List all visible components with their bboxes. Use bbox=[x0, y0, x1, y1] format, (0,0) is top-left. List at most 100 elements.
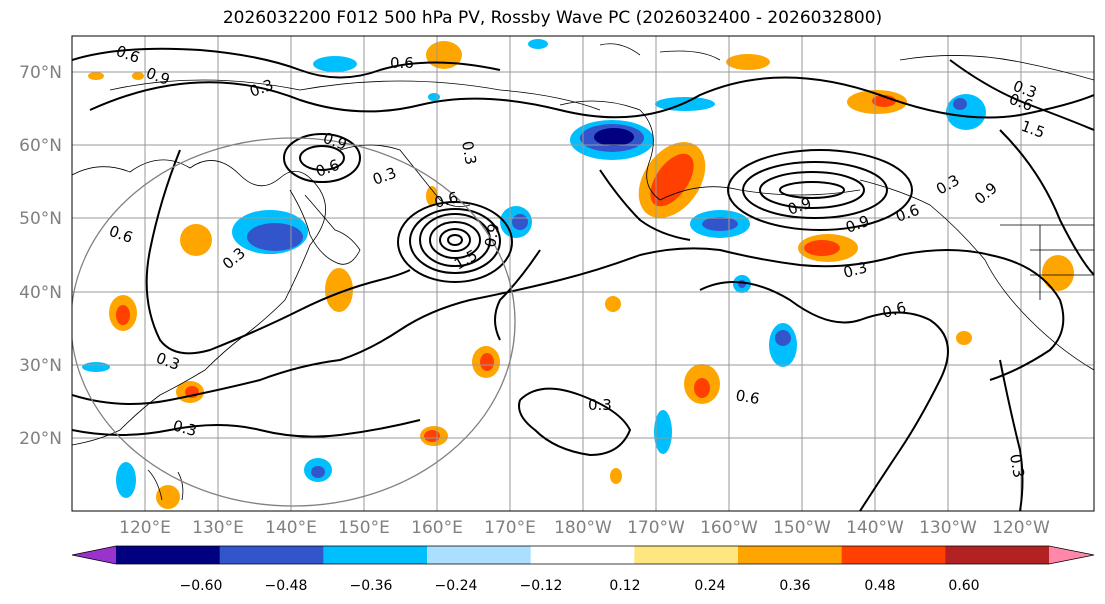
positive-anomaly bbox=[804, 240, 840, 256]
colorbar-tick-label: 0.24 bbox=[694, 578, 725, 594]
pv-contour bbox=[599, 169, 691, 241]
positive-anomaly bbox=[605, 296, 621, 312]
lon-label: 150°E bbox=[338, 518, 390, 538]
coastlines bbox=[72, 43, 1094, 501]
pv-contour bbox=[299, 145, 345, 171]
colorbar-tick-label: 0.60 bbox=[948, 578, 979, 594]
contour-label: 0.9 bbox=[481, 222, 503, 249]
pv-contour bbox=[419, 213, 491, 267]
colorbar-cell bbox=[841, 546, 946, 564]
lon-label: 160°E bbox=[411, 518, 463, 538]
rossby-wave-shading bbox=[82, 39, 1074, 509]
lon-label: 180°W bbox=[554, 518, 612, 538]
contour-label: 0.3 bbox=[1006, 453, 1028, 480]
pv-contour bbox=[72, 247, 1065, 405]
colorbar-tick-label: 0.48 bbox=[864, 578, 895, 594]
lon-label: 130°W bbox=[919, 518, 977, 538]
pv-contour bbox=[72, 419, 421, 438]
colorbar-ticks: −0.60 −0.48 −0.36 −0.24 −0.12 0.12 0.24 … bbox=[180, 578, 980, 594]
arctic-coast bbox=[899, 55, 1094, 81]
pv-contour bbox=[949, 59, 1094, 131]
negative-anomaly bbox=[953, 98, 967, 110]
lon-label: 170°E bbox=[484, 518, 536, 538]
alaska-coast bbox=[559, 100, 861, 201]
lat-label: 70°N bbox=[19, 63, 62, 83]
colorbar-cells bbox=[71, 545, 1095, 565]
contour-label: 0.6 bbox=[734, 386, 761, 408]
colorbar-cell bbox=[634, 546, 739, 564]
negative-anomaly bbox=[247, 223, 303, 251]
pv-contour bbox=[518, 387, 632, 457]
pv-contour bbox=[72, 47, 501, 79]
contour-label: 0.3 bbox=[171, 416, 199, 440]
lon-label: 120°E bbox=[119, 518, 171, 538]
positive-anomaly bbox=[726, 54, 770, 70]
contour-label: 0.6 bbox=[880, 298, 908, 322]
lon-label: 120°W bbox=[992, 518, 1050, 538]
pv-contour bbox=[283, 133, 361, 183]
colorbar-cell bbox=[945, 546, 1050, 564]
negative-anomaly bbox=[654, 410, 672, 454]
positive-anomaly bbox=[610, 468, 622, 484]
positive-anomaly bbox=[694, 378, 710, 398]
pv-contour bbox=[727, 149, 913, 231]
colorbar-cell bbox=[219, 546, 324, 564]
negative-anomaly bbox=[313, 56, 357, 72]
map-frame bbox=[71, 35, 1095, 512]
pv-contour bbox=[397, 201, 513, 283]
pv-contour bbox=[447, 234, 463, 246]
colorbar-tick-label: −0.48 bbox=[265, 578, 308, 594]
positive-anomaly bbox=[650, 153, 694, 207]
lon-label: 140°E bbox=[265, 518, 317, 538]
positive-anomaly bbox=[325, 268, 353, 312]
lat-label: 30°N bbox=[19, 356, 62, 376]
negative-anomaly bbox=[528, 39, 548, 49]
positive-anomaly bbox=[480, 353, 494, 371]
negative-anomaly bbox=[116, 462, 136, 498]
colorbar-tick-label: 0.36 bbox=[779, 578, 810, 594]
north-america-coast bbox=[859, 179, 1094, 371]
pv-contour bbox=[429, 221, 481, 259]
lat-label: 40°N bbox=[19, 283, 62, 303]
positive-anomaly bbox=[424, 430, 440, 442]
pv-contour bbox=[699, 281, 949, 511]
pv-contours bbox=[72, 47, 1094, 511]
positive-anomaly bbox=[116, 305, 130, 325]
positive-anomaly bbox=[426, 186, 438, 206]
positive-anomaly bbox=[180, 224, 212, 256]
negative-anomaly bbox=[311, 466, 325, 478]
colorbar-outline bbox=[71, 545, 1095, 565]
philippines-coast bbox=[147, 469, 184, 501]
japan-coast bbox=[289, 189, 361, 265]
colorbar-cell bbox=[323, 546, 428, 564]
latitude-labels: 70°N 60°N 50°N 40°N 30°N 20°N bbox=[19, 63, 62, 449]
positive-anomaly bbox=[956, 331, 972, 345]
lon-label: 160°W bbox=[700, 518, 758, 538]
arctic-islands bbox=[599, 43, 721, 61]
positive-anomaly bbox=[132, 72, 144, 80]
siberia-coast bbox=[109, 79, 601, 111]
political-boundaries bbox=[1000, 224, 1094, 300]
lat-label: 50°N bbox=[19, 209, 62, 229]
positive-anomaly bbox=[88, 72, 104, 80]
colorbar-extend-max bbox=[1049, 546, 1094, 564]
asia-coast bbox=[72, 159, 326, 446]
lon-label: 130°E bbox=[192, 518, 244, 538]
contour-label: 0.6 bbox=[390, 54, 414, 72]
colorbar-tick-label: 0.12 bbox=[609, 578, 640, 594]
lat-label: 60°N bbox=[19, 136, 62, 156]
positive-anomaly bbox=[156, 485, 180, 509]
longitude-labels: 120°E 130°E 140°E 150°E 160°E 170°E 180°… bbox=[119, 518, 1050, 538]
pv-contour bbox=[89, 76, 1094, 119]
pv-contour bbox=[779, 181, 845, 199]
lon-label: 170°W bbox=[627, 518, 685, 538]
lon-label: 140°W bbox=[846, 518, 904, 538]
colorbar-tick-label: −0.60 bbox=[180, 578, 223, 594]
plot-title: 2026032200 F012 500 hPa PV, Rossby Wave … bbox=[222, 8, 883, 28]
colorbar-cell bbox=[738, 546, 843, 564]
colorbar-tick-label: −0.12 bbox=[520, 578, 563, 594]
pv-contour bbox=[409, 208, 501, 274]
colorbar-cell bbox=[116, 546, 221, 564]
